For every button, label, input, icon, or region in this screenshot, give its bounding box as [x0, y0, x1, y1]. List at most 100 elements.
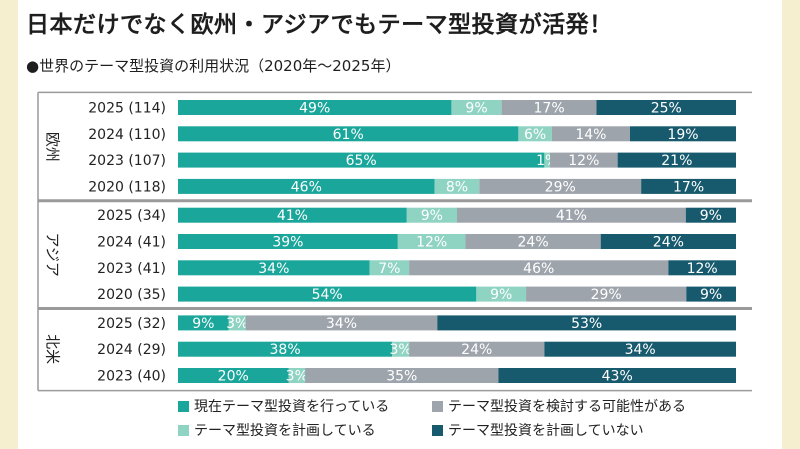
data-label: 9% [700, 287, 722, 303]
row-label: 2025 (114) [88, 101, 166, 117]
data-label: 46% [523, 261, 554, 277]
bar-segment-not-planning [641, 178, 736, 194]
bar-segment-not-planning [498, 368, 736, 383]
data-label: 8% [446, 179, 468, 195]
row-label: 2023 (40) [97, 369, 166, 385]
bar-segment-not-planning [544, 341, 736, 357]
data-label: 3% [226, 316, 248, 332]
data-label: 9% [465, 101, 487, 117]
group-label: 北米 [44, 334, 62, 364]
bar-segment-not-planning [596, 100, 736, 115]
chart-title: 日本だけでなく欧州・アジアでもテーマ型投資が活発！ [26, 12, 613, 38]
data-label: 9% [192, 316, 214, 332]
data-label: 9% [421, 208, 443, 224]
data-label: 21% [661, 153, 692, 169]
legend-label-considering: テーマ型投資を検討する可能性がある [448, 399, 686, 415]
bar-segment-current [178, 260, 370, 276]
bar-segment-considering [457, 207, 686, 223]
data-label: 7% [378, 261, 400, 277]
data-label: 38% [270, 342, 301, 358]
data-label: 24% [653, 235, 684, 251]
data-label: 25% [651, 101, 682, 117]
bar-segment-not-planning [685, 207, 736, 223]
bar-segment-considering [305, 368, 499, 383]
data-label: 17% [534, 101, 565, 117]
data-label: 3% [286, 369, 308, 385]
bar-segment-planning [406, 207, 457, 223]
legend-item-current: 現在テーマ型投資を行っている [178, 396, 389, 416]
data-label: 12% [568, 153, 599, 169]
bar-segment-current [178, 234, 398, 249]
bar-segment-current [178, 368, 289, 383]
legend-swatch-considering [432, 400, 443, 412]
legend-swatch-planning [178, 424, 189, 436]
bar-segment-planning [392, 341, 410, 357]
legend-swatch-not-planning [432, 424, 443, 436]
bar-segment-current [178, 126, 519, 142]
bar-segment-not-planning [617, 152, 736, 168]
bar-segment-considering [409, 260, 669, 276]
bar-segment-current [178, 341, 393, 357]
legend-item-planning: テーマ型投資を計画している [178, 420, 376, 440]
data-label: 9% [490, 287, 512, 303]
bar-segment-considering [551, 126, 630, 142]
data-label: 43% [602, 369, 633, 385]
row-label: 2024 (29) [97, 342, 166, 358]
row-label: 2024 (110) [88, 127, 166, 143]
bar-segment-planning [288, 368, 306, 383]
legend-label-not-planning: テーマ型投資を計画していない [448, 423, 644, 439]
data-label: 12% [687, 261, 718, 277]
row-label: 2023 (41) [97, 261, 166, 277]
bar-segment-considering [526, 286, 687, 302]
data-label: 3% [390, 342, 412, 358]
data-label: 34% [326, 316, 357, 332]
bar-segment-current [178, 286, 477, 302]
data-label: 61% [333, 127, 364, 143]
bar-segment-planning [544, 152, 550, 168]
data-label: 19% [667, 127, 698, 143]
bar-segment-not-planning [600, 234, 736, 249]
bar-segment-planning [369, 260, 410, 276]
data-label: 29% [591, 287, 622, 303]
bar-segment-considering [550, 152, 618, 168]
bar-segment-planning [451, 100, 502, 115]
chart-subtitle: ●世界のテーマ型投資の利用状況（2020年～2025年） [26, 57, 401, 75]
bar-segment-current [178, 152, 545, 168]
data-label: 41% [277, 208, 308, 224]
bar-segment-not-planning [686, 286, 736, 302]
bar-segment-planning [397, 234, 466, 249]
bar-segment-current [178, 178, 435, 194]
data-label: 53% [571, 316, 602, 332]
data-label: 17% [673, 179, 704, 195]
bar-segment-planning [476, 286, 527, 302]
legend-label-current: 現在テーマ型投資を行っている [194, 399, 390, 415]
row-label: 2020 (118) [88, 179, 166, 195]
group-label: アジア [44, 232, 62, 276]
legend-item-not-planning: テーマ型投資を計画していない [432, 420, 644, 440]
data-label: 29% [545, 179, 576, 195]
row-label: 2025 (32) [97, 316, 166, 332]
data-label: 34% [625, 342, 656, 358]
data-label: 14% [575, 127, 606, 143]
row-label: 2024 (41) [97, 235, 166, 251]
data-label: 9% [700, 208, 722, 224]
data-label: 46% [291, 179, 322, 195]
bar-segment-considering [479, 178, 642, 194]
row-label: 2025 (34) [97, 208, 166, 224]
bar-segment-considering [409, 341, 545, 357]
data-label: 35% [386, 369, 417, 385]
data-label: 54% [312, 287, 343, 303]
data-label: 34% [258, 261, 289, 277]
data-label: 49% [299, 101, 330, 117]
bar-segment-planning [228, 315, 246, 331]
group-label: 欧州 [44, 132, 62, 162]
bar-segment-considering [245, 315, 438, 331]
bar-segment-current [178, 315, 229, 331]
data-label: 24% [461, 342, 492, 358]
data-label: 20% [218, 369, 249, 385]
row-label: 2020 (35) [97, 287, 166, 303]
bar-segment-considering [465, 234, 601, 249]
legend-swatch-current [178, 400, 189, 412]
data-label: 6% [524, 127, 546, 143]
bar-segment-not-planning [668, 260, 736, 276]
